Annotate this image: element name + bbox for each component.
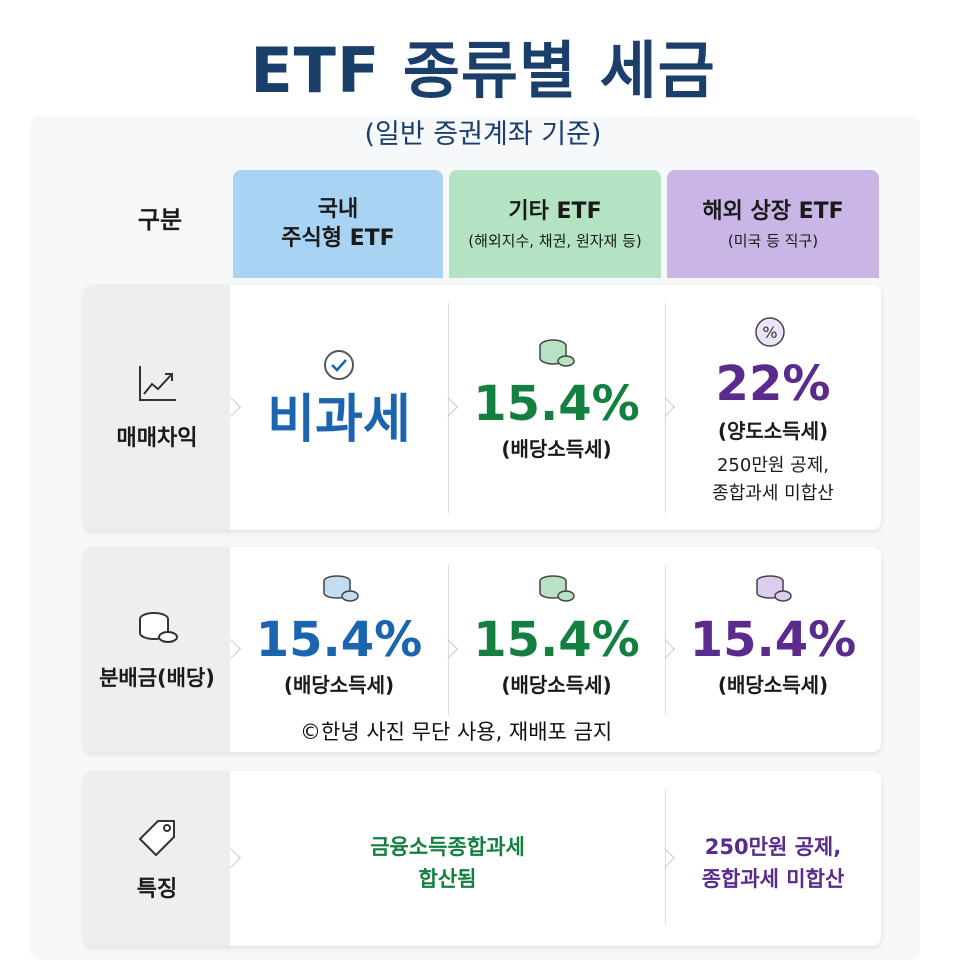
header-domestic-line2: 주식형 ETF [281, 226, 395, 251]
coins-icon [539, 339, 575, 367]
dividend-overseas-note: (배당소득세) [717, 673, 829, 697]
trading-overseas-detail1: 250만원 공제, [716, 455, 830, 476]
header-overseas-sub: (미국 등 직구) [727, 232, 819, 250]
header-other-sub: (해외지수, 채권, 원자재 등) [468, 232, 642, 250]
page-title: ETF 종류별 세금 [250, 34, 716, 107]
row-label-trading: 매매차익 [116, 426, 198, 451]
category-header: 구분 [137, 206, 183, 234]
coins-icon [539, 575, 575, 602]
chart-up-icon [139, 366, 176, 401]
features-overseas-line2: 종합과세 미합산 [701, 867, 845, 891]
divider [665, 789, 666, 924]
header-domestic-etf: 국내 주식형 ETF [233, 170, 443, 278]
row-trading-gains: 매매차익 비과세 15.4% (배당소득세) % 22% (양도소득세) 250… [84, 285, 881, 530]
row-label-box: 특징 [84, 771, 230, 946]
trading-domestic-value: 비과세 [267, 390, 411, 450]
row-label-box: 매매차익 [84, 285, 230, 530]
trading-other-note: (배당소득세) [501, 437, 612, 461]
coins-icon [139, 612, 178, 643]
row-dividend: 분배금(배당) 15.4% (배당소득세) 15.4% (배당소득세) 15.4… [84, 547, 881, 752]
row-label-features: 특징 [136, 877, 178, 902]
row-features: 특징 금융소득종합과세 합산됨 250만원 공제, 종합과세 미합산 [84, 771, 881, 946]
header-other-etf: 기타 ETF (해외지수, 채권, 원자재 등) [449, 170, 661, 278]
features-domestic-other-line1: 금융소득종합과세 [370, 835, 525, 859]
row-label-box: 분배금(배당) [84, 547, 230, 752]
coins-icon [323, 575, 359, 602]
coins-icon [756, 575, 792, 602]
trading-overseas-value: 22% [715, 356, 831, 412]
trading-overseas-detail2: 종합과세 미합산 [712, 483, 834, 504]
trading-other-value: 15.4% [473, 376, 640, 432]
dividend-domestic-value: 15.4% [255, 612, 423, 668]
header-other-title: 기타 ETF [508, 199, 602, 224]
dividend-overseas-value: 15.4% [689, 612, 857, 668]
divider [448, 303, 449, 513]
percent-circle-icon: % [755, 317, 785, 347]
dividend-other-value: 15.4% [473, 612, 640, 668]
divider [665, 303, 666, 513]
header-overseas-title: 해외 상장 ETF [702, 199, 844, 224]
row-label-dividend: 분배금(배당) [99, 666, 215, 690]
dividend-domestic-note: (배당소득세) [283, 673, 395, 697]
page-subtitle: (일반 증권계좌 기준) [364, 119, 602, 150]
svg-text:%: % [762, 323, 777, 342]
copyright-watermark: ©한녕 사진 무단 사용, 재배포 금지 [300, 720, 613, 744]
divider [448, 565, 449, 715]
header-domestic-line1: 국내 [317, 197, 359, 222]
features-domestic-other-line2: 합산됨 [418, 867, 477, 891]
tag-icon [139, 820, 175, 856]
dividend-other-note: (배당소득세) [501, 673, 612, 697]
check-circle-icon [324, 350, 354, 380]
trading-overseas-note: (양도소득세) [717, 419, 829, 443]
header-overseas-etf: 해외 상장 ETF (미국 등 직구) [667, 170, 879, 278]
divider [665, 565, 666, 715]
features-overseas-line1: 250만원 공제, [704, 835, 842, 859]
